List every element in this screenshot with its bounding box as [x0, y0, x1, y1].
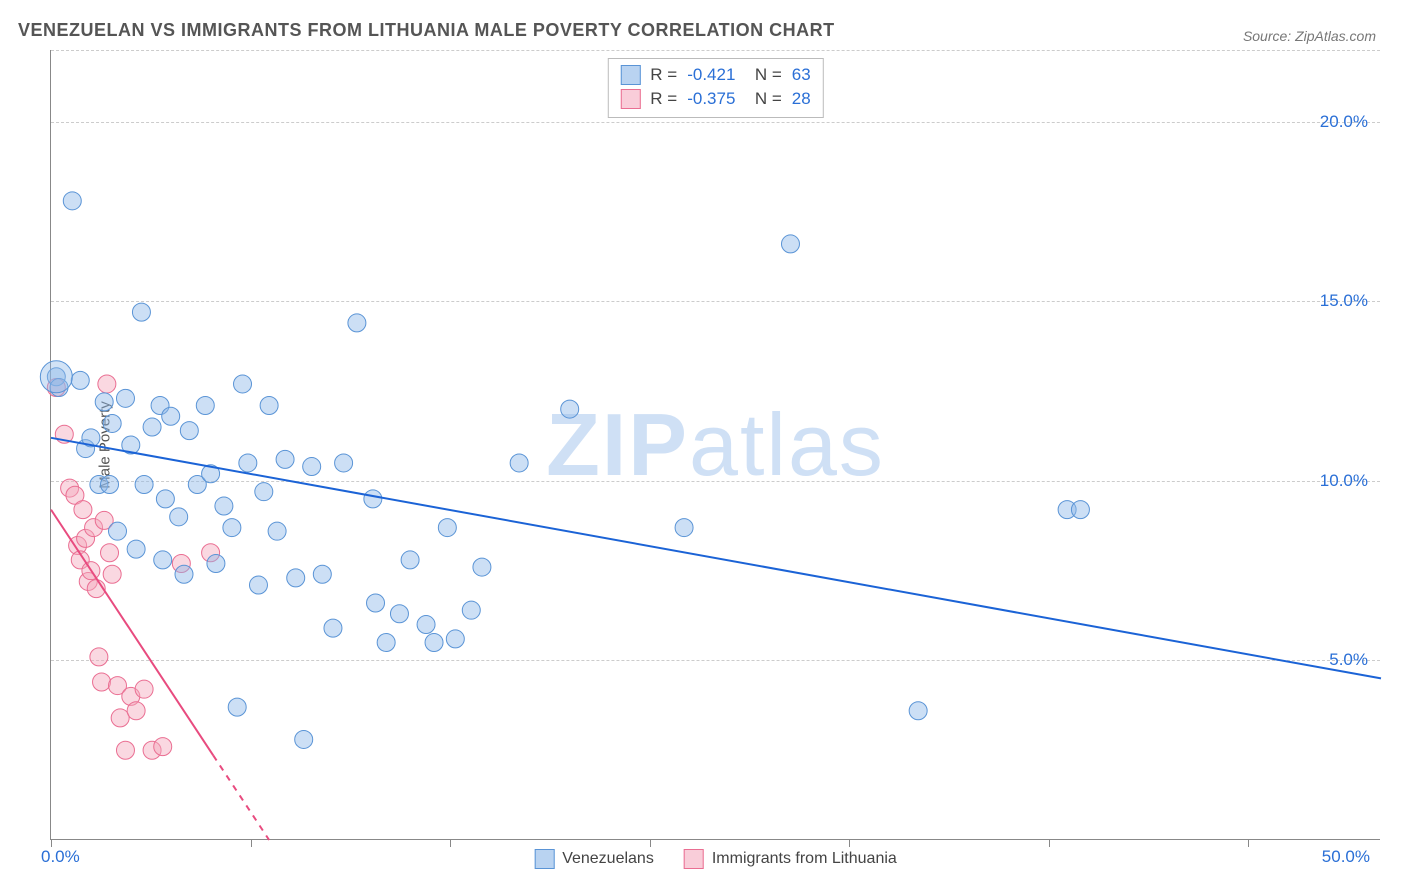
swatch-pink — [620, 89, 640, 109]
stats-legend: R = -0.421 N = 63 R = -0.375 N = 28 — [607, 58, 823, 118]
r-label: R = — [650, 63, 677, 87]
swatch-blue — [620, 65, 640, 85]
stats-row-2: R = -0.375 N = 28 — [620, 87, 810, 111]
legend-label: Venezuelans — [562, 850, 654, 868]
bottom-legend: Venezuelans Immigrants from Lithuania — [534, 849, 897, 869]
chart-canvas — [51, 50, 1380, 839]
legend-label: Immigrants from Lithuania — [712, 850, 897, 868]
n-value-1: 63 — [792, 63, 811, 87]
source-attribution: Source: ZipAtlas.com — [1243, 28, 1376, 44]
stats-row-1: R = -0.421 N = 63 — [620, 63, 810, 87]
n-label: N = — [745, 63, 781, 87]
n-label: N = — [745, 87, 781, 111]
legend-item-venezuelans: Venezuelans — [534, 849, 654, 869]
legend-item-lithuania: Immigrants from Lithuania — [684, 849, 897, 869]
r-value-2: -0.375 — [687, 87, 735, 111]
r-label: R = — [650, 87, 677, 111]
plot-area: Male Poverty ZIPatlas 5.0%10.0%15.0%20.0… — [50, 50, 1380, 840]
r-value-1: -0.421 — [687, 63, 735, 87]
x-axis-max-label: 50.0% — [1322, 847, 1370, 867]
x-axis-min-label: 0.0% — [41, 847, 80, 867]
swatch-pink — [684, 849, 704, 869]
chart-title: VENEZUELAN VS IMMIGRANTS FROM LITHUANIA … — [18, 20, 835, 41]
n-value-2: 28 — [792, 87, 811, 111]
swatch-blue — [534, 849, 554, 869]
